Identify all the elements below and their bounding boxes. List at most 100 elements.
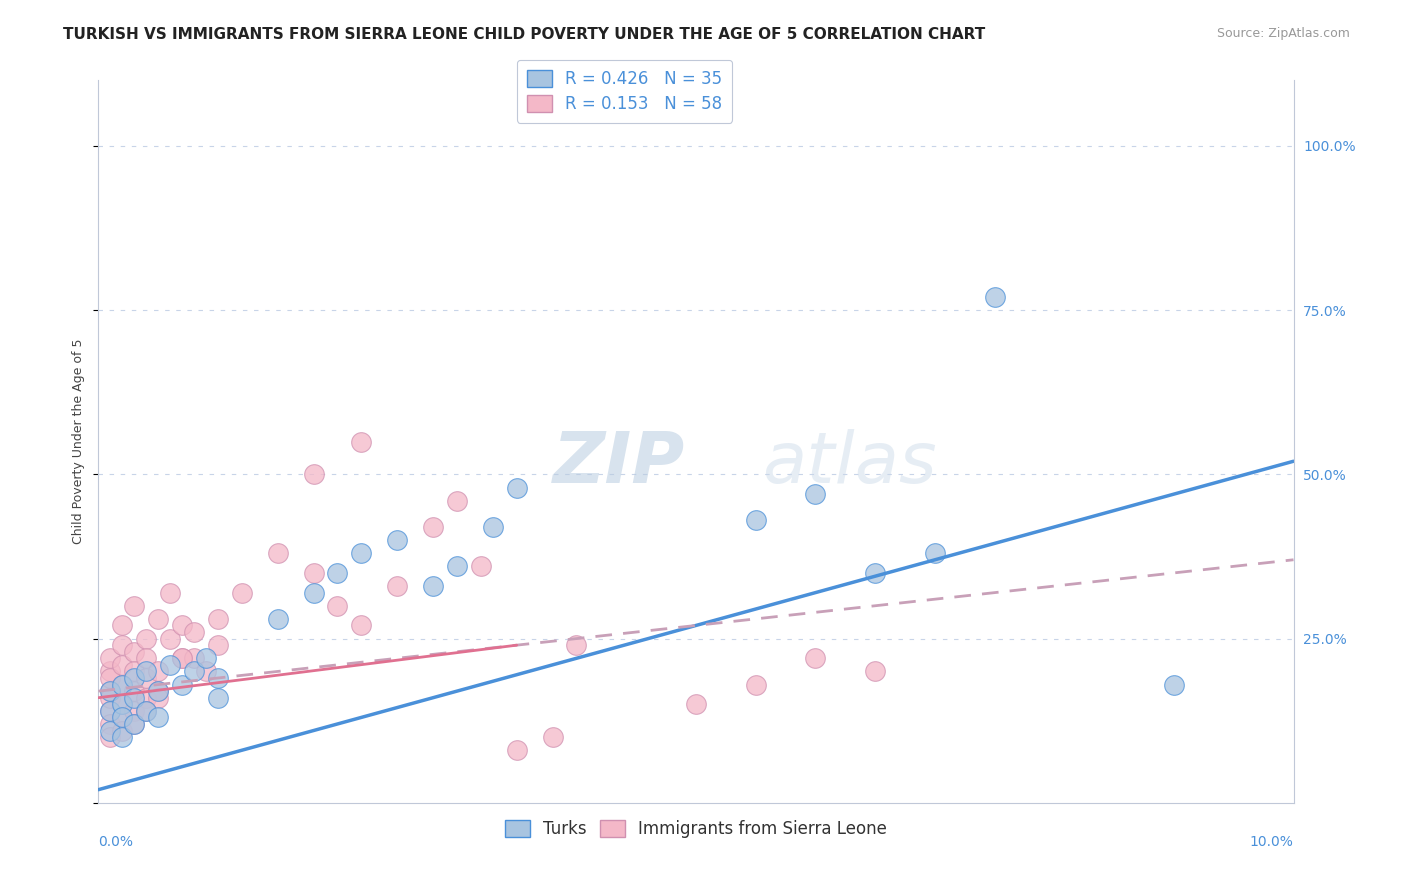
Point [804,487,827,501]
Point [148,665,170,679]
Point [446,559,468,574]
Point [350,546,373,560]
Point [159,632,181,646]
Point [148,684,170,698]
Point [98,665,122,679]
Point [984,290,1007,304]
Point [148,612,170,626]
Point [111,618,134,632]
Point [124,684,146,698]
Point [207,690,229,705]
Point [111,710,134,724]
Point [98,730,122,744]
Point [195,665,218,679]
Y-axis label: Child Poverty Under the Age of 5: Child Poverty Under the Age of 5 [72,339,86,544]
Point [231,585,253,599]
Point [98,717,122,731]
Point [124,671,146,685]
Point [207,612,229,626]
Point [482,520,505,534]
Text: TURKISH VS IMMIGRANTS FROM SIERRA LEONE CHILD POVERTY UNDER THE AGE OF 5 CORRELA: TURKISH VS IMMIGRANTS FROM SIERRA LEONE … [63,27,986,42]
Text: Source: ZipAtlas.com: Source: ZipAtlas.com [1216,27,1350,40]
Point [804,651,827,665]
Point [302,467,325,482]
Point [98,690,122,705]
Point [541,730,564,744]
Point [135,690,157,705]
Point [135,704,157,718]
Point [111,730,134,744]
Point [135,632,157,646]
Text: ZIP: ZIP [553,429,685,498]
Point [385,533,409,547]
Point [350,618,373,632]
Point [183,625,205,640]
Text: 10.0%: 10.0% [1250,835,1294,849]
Point [98,671,122,685]
Point [685,698,707,712]
Text: 0.0%: 0.0% [98,835,134,849]
Point [865,566,887,580]
Point [111,657,134,672]
Point [924,546,946,560]
Point [207,638,229,652]
Point [98,723,122,738]
Point [111,698,134,712]
Point [326,599,349,613]
Point [745,677,768,691]
Point [159,657,181,672]
Point [172,677,194,691]
Point [183,651,205,665]
Point [183,665,205,679]
Point [124,690,146,705]
Point [1163,677,1185,691]
Point [470,559,492,574]
Point [98,684,122,698]
Point [111,677,134,691]
Point [172,651,194,665]
Point [111,638,134,652]
Point [267,546,290,560]
Point [124,645,146,659]
Legend: Turks, Immigrants from Sierra Leone: Turks, Immigrants from Sierra Leone [498,814,894,845]
Point [148,684,170,698]
Point [172,618,194,632]
Point [135,665,157,679]
Point [124,704,146,718]
Point [98,651,122,665]
Point [111,698,134,712]
Point [422,579,444,593]
Point [124,717,146,731]
Point [565,638,588,652]
Point [148,710,170,724]
Point [111,723,134,738]
Point [135,651,157,665]
Point [267,612,290,626]
Point [207,671,229,685]
Point [98,684,122,698]
Point [195,651,218,665]
Point [98,704,122,718]
Point [172,651,194,665]
Point [135,704,157,718]
Point [111,677,134,691]
Point [124,717,146,731]
Point [135,671,157,685]
Point [865,665,887,679]
Point [506,743,529,757]
Point [302,566,325,580]
Point [745,513,768,527]
Point [350,434,373,449]
Point [111,710,134,724]
Point [148,690,170,705]
Point [124,599,146,613]
Point [124,665,146,679]
Text: atlas: atlas [762,429,936,498]
Point [302,585,325,599]
Point [506,481,529,495]
Point [422,520,444,534]
Point [159,585,181,599]
Point [326,566,349,580]
Point [385,579,409,593]
Point [98,704,122,718]
